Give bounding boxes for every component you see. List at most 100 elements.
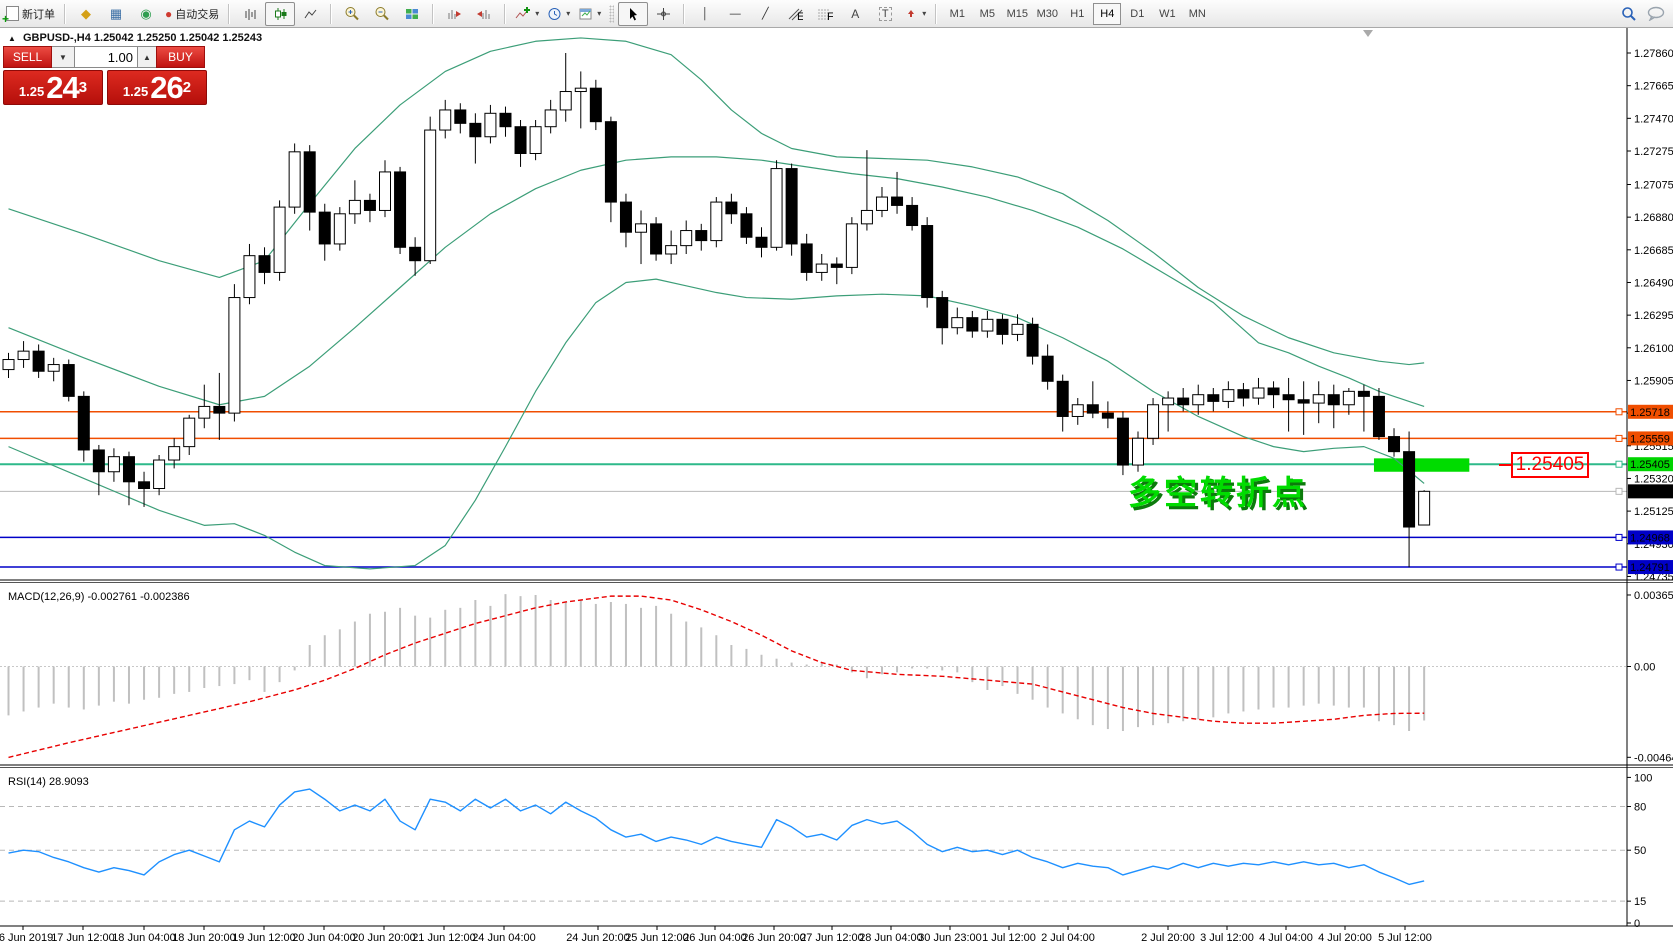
volume-decrease-button[interactable]: ▼ bbox=[52, 46, 75, 68]
chat-icon[interactable] bbox=[1647, 6, 1665, 21]
tf-h4[interactable]: H4 bbox=[1093, 2, 1122, 25]
svg-text:28 Jun 04:00: 28 Jun 04:00 bbox=[859, 932, 923, 944]
svg-text:17 Jun 12:00: 17 Jun 12:00 bbox=[51, 932, 115, 944]
svg-text:1.25320: 1.25320 bbox=[1634, 473, 1673, 485]
chart-shift-button[interactable] bbox=[469, 2, 499, 26]
trendline-button[interactable]: ╱ bbox=[750, 2, 780, 26]
svg-text:1.26295: 1.26295 bbox=[1634, 310, 1673, 322]
sell-button[interactable]: SELL bbox=[3, 46, 52, 68]
bar-close: 1.25243 bbox=[222, 32, 263, 44]
price-callout-box[interactable]: 1.25405 bbox=[1511, 452, 1589, 478]
svg-text:1.25905: 1.25905 bbox=[1634, 375, 1673, 387]
separator bbox=[432, 3, 435, 24]
hline-button[interactable]: — bbox=[720, 2, 750, 26]
sell-price-tile[interactable]: 1.25 24 3 bbox=[3, 70, 103, 105]
cursor-button[interactable] bbox=[618, 1, 649, 26]
templates-button[interactable]: ▾ bbox=[574, 2, 605, 26]
line-chart-button[interactable] bbox=[295, 2, 325, 26]
zoom-in-button[interactable] bbox=[337, 2, 367, 26]
text-label-button[interactable]: T bbox=[870, 2, 900, 26]
tf-m15[interactable]: M15 bbox=[1006, 7, 1029, 20]
search-icon[interactable] bbox=[1621, 6, 1637, 22]
tile-windows-button[interactable] bbox=[397, 2, 427, 26]
tf-m30[interactable]: M30 bbox=[1036, 7, 1059, 20]
candlestick-icon bbox=[274, 7, 287, 20]
autotrade-icon: ● bbox=[165, 6, 173, 21]
buy-button[interactable]: BUY bbox=[156, 46, 205, 68]
svg-text:30 Jun 23:00: 30 Jun 23:00 bbox=[918, 932, 982, 944]
collapse-arrow-icon[interactable]: ▲ bbox=[8, 34, 16, 43]
svg-text:1.26490: 1.26490 bbox=[1634, 277, 1673, 289]
chart-shift-marker bbox=[1363, 30, 1373, 37]
svg-text:15: 15 bbox=[1634, 896, 1646, 908]
separator bbox=[935, 3, 938, 24]
zoom-out-button[interactable] bbox=[367, 2, 397, 26]
autotrading-button[interactable]: ● 自动交易 bbox=[161, 2, 223, 26]
svg-text:F: F bbox=[827, 11, 833, 21]
svg-text:16 Jun 2019: 16 Jun 2019 bbox=[0, 932, 53, 944]
svg-text:1.26880: 1.26880 bbox=[1634, 212, 1673, 224]
tf-w1[interactable]: W1 bbox=[1159, 7, 1176, 20]
trendline-icon: ╱ bbox=[761, 8, 769, 20]
buy-price-tile[interactable]: 1.25 26 2 bbox=[107, 70, 207, 105]
separator bbox=[330, 3, 333, 24]
svg-text:1.25243: 1.25243 bbox=[1630, 486, 1670, 498]
text-label-icon: T bbox=[878, 6, 892, 21]
tile-windows-icon bbox=[406, 8, 419, 19]
new-order-label: 新订单 bbox=[22, 8, 55, 21]
svg-text:21 Jun 12:00: 21 Jun 12:00 bbox=[412, 932, 476, 944]
rsi-line bbox=[8, 788, 1425, 886]
svg-text:1.25405: 1.25405 bbox=[1630, 459, 1670, 471]
hline-icon: — bbox=[729, 7, 741, 20]
svg-text:24 Jun 20:00: 24 Jun 20:00 bbox=[566, 932, 630, 944]
candlestick-chart-button[interactable] bbox=[265, 1, 296, 26]
profiles-button[interactable]: ◆ bbox=[71, 2, 101, 26]
svg-text:1.26685: 1.26685 bbox=[1634, 245, 1673, 257]
svg-text:1.24968: 1.24968 bbox=[1630, 532, 1670, 544]
periods-button[interactable]: ▾ bbox=[543, 2, 574, 26]
signals-button[interactable]: ◉ bbox=[131, 2, 161, 26]
new-order-button[interactable]: + 新订单 bbox=[2, 2, 59, 26]
vline-button[interactable]: │ bbox=[690, 2, 720, 26]
channel-button[interactable]: E bbox=[780, 2, 810, 26]
market-watch-button[interactable]: ▦ bbox=[101, 2, 131, 26]
svg-text:1 Jul 12:00: 1 Jul 12:00 bbox=[982, 932, 1036, 944]
signal-icon: ◉ bbox=[140, 5, 152, 21]
sell-price-sup: 3 bbox=[78, 78, 88, 96]
bar-chart-button[interactable] bbox=[235, 2, 265, 26]
auto-scroll-button[interactable] bbox=[439, 2, 469, 26]
svg-text:MACD(12,26,9) -0.002761 -0.002: MACD(12,26,9) -0.002761 -0.002386 bbox=[8, 591, 190, 603]
svg-text:0: 0 bbox=[1634, 918, 1640, 930]
template-icon bbox=[579, 8, 592, 19]
arrows-icon bbox=[908, 9, 915, 17]
svg-text:24 Jun 04:00: 24 Jun 04:00 bbox=[472, 932, 536, 944]
fibonacci-icon: F bbox=[818, 9, 833, 21]
tf-d1[interactable]: D1 bbox=[1130, 7, 1145, 20]
bar-chart-icon bbox=[245, 8, 256, 20]
text-button[interactable]: A bbox=[840, 2, 870, 26]
tf-h1[interactable]: H1 bbox=[1070, 7, 1085, 20]
auto-scroll-icon bbox=[448, 9, 462, 19]
sell-price-big: 24 bbox=[46, 69, 79, 105]
clock-icon bbox=[548, 7, 561, 20]
arrows-button[interactable]: ▾ bbox=[900, 2, 930, 26]
tf-m5[interactable]: M5 bbox=[979, 7, 995, 20]
fibonacci-button[interactable]: F bbox=[810, 2, 840, 26]
crosshair-button[interactable] bbox=[648, 2, 678, 26]
svg-text:0.003658: 0.003658 bbox=[1634, 590, 1673, 602]
svg-text:1.25718: 1.25718 bbox=[1630, 407, 1670, 419]
pivot-green-box bbox=[1373, 458, 1470, 472]
toolbar-grip bbox=[609, 4, 615, 23]
autotrade-label: 自动交易 bbox=[175, 8, 220, 21]
volume-increase-button[interactable]: ▲ bbox=[138, 46, 156, 68]
svg-text:18 Jun 04:00: 18 Jun 04:00 bbox=[112, 932, 176, 944]
pivot-annotation[interactable]: 多空转折点 bbox=[1128, 474, 1308, 511]
svg-text:4 Jul 20:00: 4 Jul 20:00 bbox=[1318, 932, 1372, 944]
svg-text:1.27860: 1.27860 bbox=[1634, 48, 1673, 60]
terminal-icon: ▦ bbox=[109, 5, 123, 21]
tf-mn[interactable]: MN bbox=[1188, 7, 1206, 20]
tf-m1[interactable]: M1 bbox=[949, 7, 965, 20]
volume-input[interactable] bbox=[75, 46, 138, 68]
indicators-button[interactable]: ▾ bbox=[511, 2, 543, 26]
